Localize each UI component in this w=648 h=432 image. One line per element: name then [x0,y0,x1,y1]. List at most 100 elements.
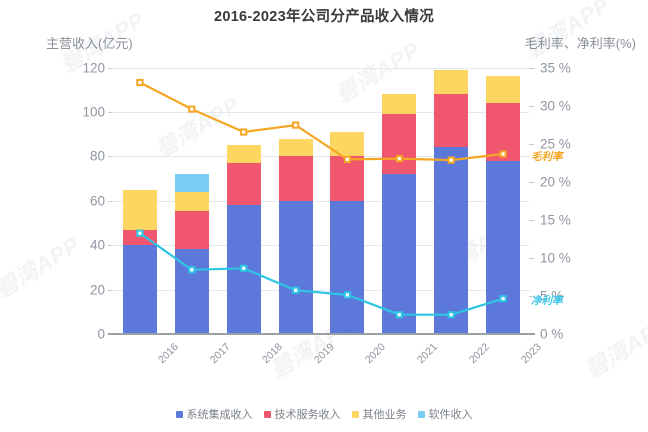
bar-segment[interactable] [434,147,469,334]
legend-item[interactable]: 系统集成收入 [175,406,253,422]
right-axis-tick-label: 15 % [540,212,571,228]
legend-item[interactable]: 技术服务收入 [263,406,341,422]
bar-segment[interactable] [278,200,313,334]
line-data-point[interactable] [136,78,144,86]
left-axis-tick-label: 120 [82,60,105,75]
gridline [114,245,529,247]
chart-title: 2016-2023年公司分产品收入情况 [213,9,435,25]
watermark: 碧湾APP [581,311,648,383]
bar-segment[interactable] [278,138,313,157]
legend-swatch-icon [263,410,271,418]
left-axis-tickmark [108,156,113,158]
line-path [139,231,504,316]
line-path [139,81,504,161]
left-axis-tick-label: 100 [82,104,105,120]
left-axis-tickmark [108,289,113,291]
line-data-point[interactable] [188,105,196,113]
line-data-point[interactable] [447,310,455,318]
left-axis-tick-label: 20 [89,282,105,298]
watermark: 碧湾APP [0,231,85,303]
right-axis-tick-label: 35 % [540,60,571,75]
legend-label: 系统集成收入 [186,409,253,421]
bar-segment[interactable] [486,76,521,104]
left-axis-title: 主营收入(亿元) [46,36,133,51]
bar-segment[interactable] [382,114,417,175]
x-axis-tick-label: 2016 [155,341,181,367]
right-axis-tick-label: 20 % [540,174,571,190]
legend-item[interactable]: 其他业务 [351,406,407,422]
legend-label: 其他业务 [362,409,407,421]
line-data-point[interactable] [188,265,196,273]
gridline [114,289,529,291]
right-axis-tickmark [529,67,534,69]
right-axis-tick-label: 0 % [540,326,564,342]
bar-column[interactable] [122,189,157,334]
bar-segment[interactable] [434,94,469,148]
line-data-point[interactable] [292,286,300,294]
line-data-point[interactable] [292,121,300,129]
bar-segment[interactable] [330,200,365,334]
bar-segment[interactable] [122,229,157,246]
right-axis-tickmark [529,181,534,183]
left-axis-tick-label: 0 [97,326,105,342]
bar-segment[interactable] [382,94,417,115]
bar-segment[interactable] [330,156,365,201]
x-axis-line [108,333,535,335]
legend-swatch-icon [417,410,425,418]
line-data-point[interactable] [240,264,248,272]
series-label-net-margin: 净利率 [531,295,563,308]
bar-column[interactable] [330,131,365,334]
line-data-point[interactable] [499,294,507,302]
bar-segment[interactable] [226,145,261,163]
gridline [114,67,529,69]
line-data-point[interactable] [395,310,403,318]
right-axis-tick-label: 5 % [540,288,564,304]
left-axis-tickmark [108,245,113,247]
bar-segment[interactable] [278,156,313,201]
bar-segment[interactable] [174,174,209,192]
left-axis-tickmark [108,67,113,69]
line-data-point[interactable] [395,154,403,162]
bar-segment[interactable] [486,160,521,334]
line-data-point[interactable] [343,155,352,163]
plot-area: 0 20 40 60 80 100 120 0 % 5 % 10 % 15 % 20 % 25 % 30… [82,60,570,366]
line-data-point[interactable] [343,290,352,299]
line-data-point[interactable] [499,149,507,158]
bar-segment[interactable] [174,248,209,334]
bar-column[interactable] [434,69,469,334]
left-axis-tick-label: 40 [89,237,105,253]
bar-segment[interactable] [122,189,157,230]
x-axis-tick-label: 2021 [415,341,441,367]
bar-column[interactable] [278,138,313,334]
right-axis-tickmark [529,105,534,107]
right-axis-title: 毛利率、净利率(%) [524,36,636,51]
legend-item[interactable]: 软件收入 [417,406,473,422]
bar-segment[interactable] [174,191,209,211]
legend-label: 技术服务收入 [274,409,341,421]
x-axis-tick-label: 2017 [207,341,233,367]
line-data-point[interactable] [240,127,248,136]
bar-segment[interactable] [122,245,157,334]
line-series-layer [136,78,507,318]
bar-segment[interactable] [434,69,469,95]
bar-segment[interactable] [226,163,261,206]
bar-segment[interactable] [174,210,209,249]
x-axis-tick-label: 2022 [467,341,493,367]
right-axis-tickmark [529,257,534,259]
bar-column[interactable] [174,174,209,334]
bar-segment[interactable] [382,174,417,334]
bar-column[interactable] [226,145,261,334]
bar-column[interactable] [382,94,417,334]
line-data-point[interactable] [136,229,144,237]
left-axis-tickmark [108,111,113,113]
line-data-point[interactable] [447,156,455,164]
right-axis-tickmark [529,143,534,145]
left-axis-tick-label: 80 [89,148,105,164]
x-axis-tick-label: 2020 [363,341,389,367]
legend-swatch-icon [351,410,359,418]
series-label-gross-margin: 毛利率 [531,150,563,163]
chart-legend: 系统集成收入 技术服务收入 其他业务 软件收入 [0,406,648,422]
right-axis-tickmark [529,219,534,221]
right-axis-tickmark [529,295,534,297]
